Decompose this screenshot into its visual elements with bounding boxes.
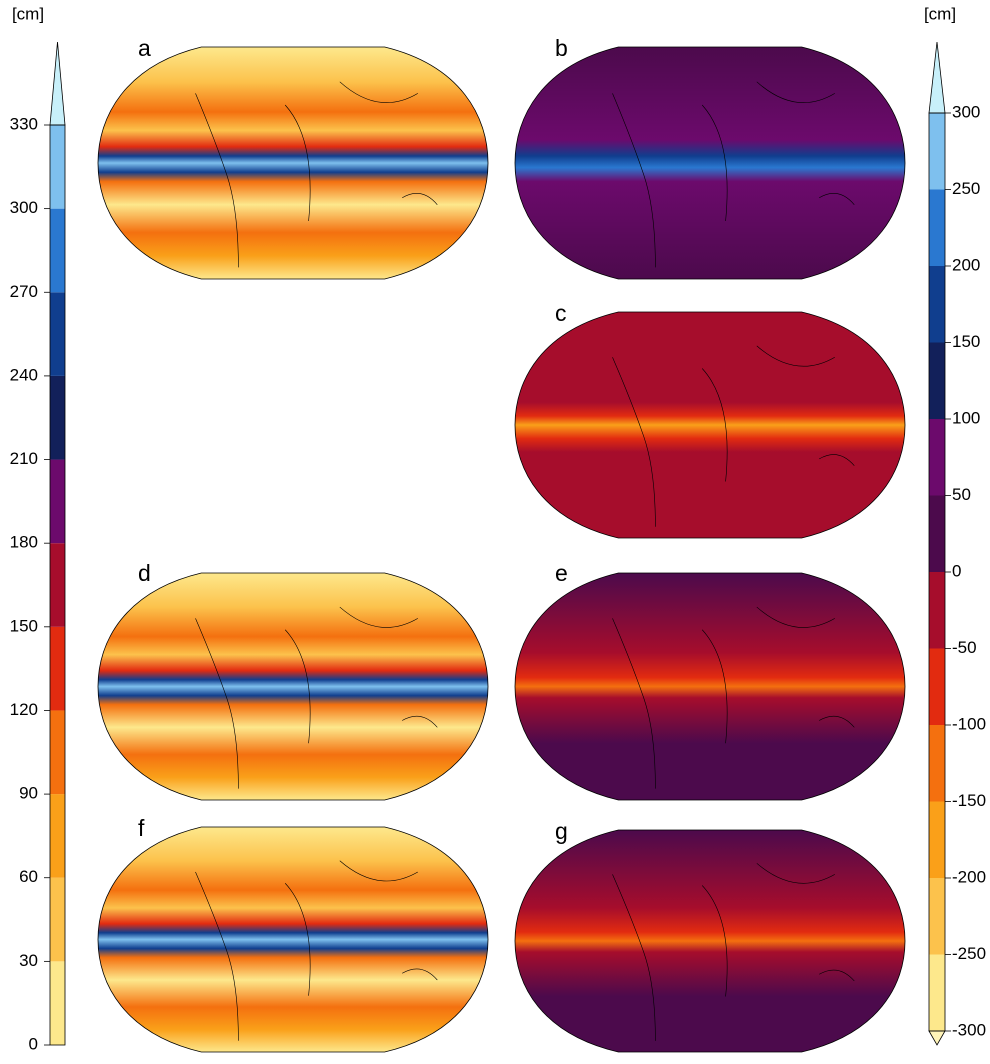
colorbar-tick-label: 50	[952, 485, 971, 504]
colorbar-segment	[929, 725, 945, 802]
map	[514, 311, 906, 539]
colorbar-tick-label: 210	[10, 449, 38, 468]
colorbar-segment	[929, 189, 945, 266]
coastline	[612, 606, 855, 789]
colorbar-tick-label: 150	[10, 616, 38, 635]
colorbar-tick-label: 0	[952, 561, 961, 580]
colorbar-segment	[50, 292, 65, 376]
colorbar-segment	[50, 626, 65, 711]
colorbar-tick-label: -150	[952, 791, 986, 810]
colorbar-extend	[928, 1030, 946, 1046]
map	[97, 826, 489, 1053]
colorbar-segment	[929, 878, 945, 955]
colorbar-tick-label: 120	[10, 700, 38, 719]
colorbar-tick-label: 180	[10, 533, 38, 552]
colorbar-tick-label: 60	[19, 867, 38, 886]
panel-letter: f	[138, 815, 145, 841]
map	[97, 572, 489, 801]
colorbar-tick-label: 30	[19, 951, 38, 970]
colorbar-tick-label: -100	[952, 714, 986, 733]
panel-letter: a	[138, 35, 151, 61]
colorbar-tick-label: 250	[952, 179, 980, 198]
colorbar-tick-label: 270	[10, 282, 38, 301]
colorbar-segment	[50, 877, 65, 962]
panel-letter: b	[555, 35, 568, 61]
coastline	[612, 81, 855, 268]
map	[514, 46, 906, 280]
colorbar-segment	[929, 801, 945, 878]
colorbar-segment	[50, 459, 65, 544]
colorbar-segment	[50, 543, 65, 627]
colorbar-segment	[929, 572, 945, 649]
map	[97, 46, 489, 280]
colorbar-segment	[929, 113, 945, 190]
colorbar-segment	[929, 648, 945, 725]
colorbar-tick-label: 330	[10, 114, 38, 133]
colorbar-tick-label: -50	[952, 638, 977, 657]
colorbar-tick-label: -300	[952, 1020, 986, 1039]
colorbar-tick-label: 90	[19, 784, 38, 803]
colorbar-segment	[50, 961, 65, 1045]
colorbar-segment	[50, 125, 65, 209]
colorbar-segment	[50, 710, 65, 795]
colorbars: [cm] 0 30 60 90 120 150 180 210 240 270 300 330 [cm] -…	[10, 4, 986, 1053]
colorbar-extend	[49, 41, 66, 126]
colorbar-frame	[49, 124, 66, 1046]
colorbar-segment	[50, 794, 65, 878]
panel-letter: g	[555, 818, 568, 844]
coastline	[612, 345, 855, 527]
colorbar-segment	[929, 419, 945, 496]
colorbar-tick-label: 200	[952, 255, 980, 274]
colorbar-segment	[50, 208, 65, 293]
coastline	[195, 860, 438, 1041]
colorbar-tick-label: 100	[952, 408, 980, 427]
colorbar-extend	[928, 41, 946, 114]
colorbar-unit: [cm]	[12, 4, 44, 23]
colorbar-tick-label: 240	[10, 365, 38, 384]
coastline	[612, 863, 855, 1041]
coastline	[195, 606, 438, 789]
panel-letter: c	[555, 300, 567, 326]
colorbar-tick-label: 150	[952, 332, 980, 351]
map	[514, 829, 906, 1053]
colorbar-unit: [cm]	[924, 4, 956, 23]
colorbar-segment	[50, 375, 65, 460]
colorbar-tick-label: -250	[952, 944, 986, 963]
maps: a b c d e f g	[97, 35, 906, 1053]
panel-letter: e	[555, 560, 568, 586]
colorbar-segment	[929, 954, 945, 1031]
colorbar-tick-label: 0	[29, 1034, 38, 1053]
colorbar-tick-label: -200	[952, 867, 986, 886]
colorbar-tick-label: 300	[10, 198, 38, 217]
map	[514, 572, 906, 801]
panel-letter: d	[138, 560, 151, 586]
colorbar-segment	[929, 266, 945, 343]
colorbar-segment	[929, 342, 945, 419]
colorbar-segment	[929, 495, 945, 572]
colorbar-tick-label: 300	[952, 102, 980, 121]
coastline	[195, 81, 438, 268]
